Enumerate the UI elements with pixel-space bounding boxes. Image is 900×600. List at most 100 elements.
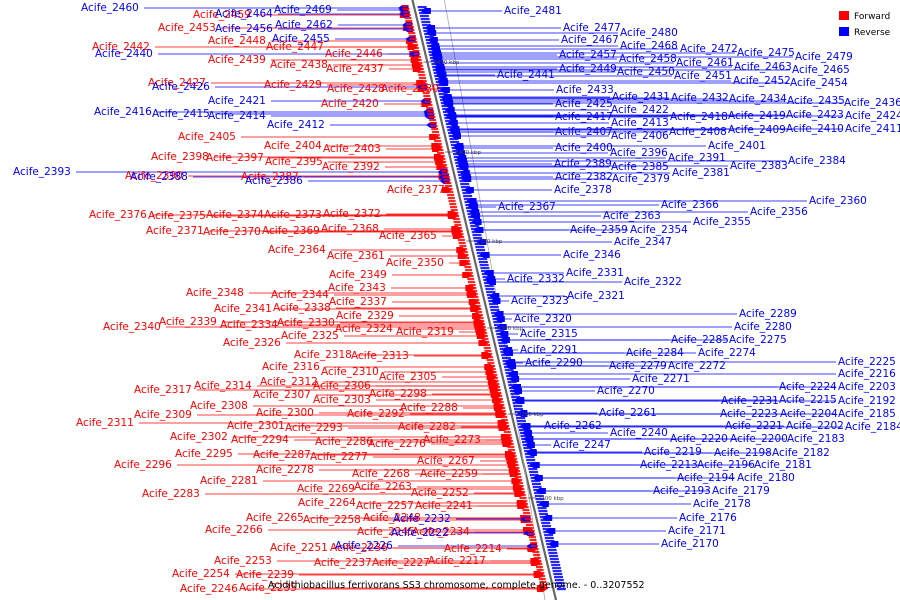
- reverse-strand-block: [421, 21, 431, 24]
- forward-gene-label: Acife_2253: [214, 555, 272, 567]
- forward-gene-label: Acife_2428: [327, 83, 385, 95]
- forward-strand-block: [479, 329, 487, 332]
- reverse-strand-block: [538, 510, 548, 513]
- reverse-strand-block: [528, 468, 538, 471]
- forward-strand-block: [456, 233, 464, 236]
- reverse-gene-label: Acife_2481: [504, 5, 562, 17]
- reverse-strand-block: [445, 123, 455, 126]
- reverse-gene-label: Acife_2469: [274, 4, 332, 16]
- reverse-strand-block: [526, 459, 536, 462]
- forward-strand-block: [422, 92, 430, 95]
- forward-strand-block: [478, 323, 486, 326]
- reverse-strand-block: [534, 495, 544, 498]
- reverse-strand-block: [447, 129, 457, 132]
- reverse-strand-block: [496, 333, 506, 336]
- forward-strand-block: [439, 161, 447, 164]
- reverse-gene-label: Acife_2391: [668, 152, 726, 164]
- reverse-strand-block: [451, 147, 461, 150]
- forward-strand-block: [515, 479, 523, 482]
- forward-strand-block: [472, 302, 480, 305]
- forward-strand-block: [477, 320, 485, 323]
- forward-gene-label: Acife_2344: [271, 289, 329, 301]
- axis-ticks: 2450 kbp 2400 kbp 2350 kbp 2300 kbp 2250 kbp…: [423, 60, 564, 502]
- reverse-gene-label: Acife_2221: [725, 420, 783, 432]
- reverse-gene-label: Acife_2240: [610, 427, 668, 439]
- reverse-strand-block: [454, 159, 464, 162]
- reverse-strand-block: [450, 144, 460, 147]
- forward-strand-block: [493, 386, 501, 389]
- reverse-strand-block: [486, 294, 496, 297]
- reverse-strand-block: [427, 48, 437, 51]
- reverse-gene-label: Acife_2432: [671, 92, 729, 104]
- forward-gene-label: Acife_2337: [329, 296, 387, 308]
- reverse-gene-label: Acife_2458: [619, 53, 677, 65]
- forward-gene-label: Acife_2368: [321, 223, 379, 235]
- reverse-strand-block: [507, 381, 517, 384]
- reverse-strand-block: [521, 438, 531, 441]
- reverse-strand-block: [436, 84, 446, 87]
- reverse-strand-block: [540, 519, 550, 522]
- forward-strand-block: [534, 560, 542, 563]
- reverse-gene-label: Acife_2274: [698, 347, 756, 359]
- reverse-gene-label: Acife_2418: [670, 111, 728, 123]
- reverse-strand-block: [457, 171, 467, 174]
- reverse-strand-block: [546, 543, 556, 546]
- reverse-gene-label: Acife_2389: [554, 158, 612, 170]
- forward-gene-label: Acife_2459: [193, 9, 251, 21]
- reverse-gene-label: Acife_2425: [555, 98, 613, 110]
- forward-strand-block: [488, 368, 496, 371]
- forward-strand-block: [419, 80, 427, 83]
- reverse-gene-label: Acife_2475: [737, 47, 795, 59]
- reverse-strand-block: [522, 444, 532, 447]
- reverse-strand-block: [531, 483, 541, 486]
- forward-strand-block: [510, 458, 518, 461]
- forward-strand-block: [508, 452, 516, 455]
- reverse-strand-block: [479, 264, 489, 267]
- forward-strand-block: [408, 35, 416, 38]
- forward-gene-label: Acife_2334: [220, 319, 278, 331]
- forward-strand-block: [525, 521, 533, 524]
- reverse-gene-label: Acife_2382: [555, 171, 613, 183]
- forward-strand-block: [520, 503, 528, 506]
- forward-strand-block: [472, 299, 480, 302]
- reverse-strand-block: [468, 216, 478, 219]
- forward-gene-label: Acife_2235: [239, 582, 297, 594]
- reverse-gene-label: Acife_2179: [712, 485, 770, 497]
- reverse-gene-label: Acife_2412: [267, 119, 325, 131]
- forward-strand-block: [517, 488, 525, 491]
- reverse-gene-label: Acife_2388: [130, 171, 188, 183]
- reverse-strand-block: [480, 267, 490, 270]
- reverse-strand-block: [459, 180, 469, 183]
- forward-gene-label: Acife_2277: [310, 451, 368, 463]
- forward-strand-block: [444, 185, 452, 188]
- reverse-strand-block: [535, 498, 545, 501]
- forward-strand-block: [499, 413, 507, 416]
- chromosome-arc-inner: [443, 0, 546, 600]
- reverse-strand-block: [437, 87, 447, 90]
- forward-strand-block: [416, 68, 424, 71]
- reverse-strand-block: [467, 213, 477, 216]
- reverse-gene-label: Acife_2406: [611, 130, 669, 142]
- reverse-strand-block: [542, 528, 552, 531]
- legend-reverse-swatch: [839, 27, 849, 36]
- reverse-strand-block: [526, 462, 536, 465]
- forward-strand-block: [540, 584, 548, 587]
- forward-strand-block: [497, 404, 505, 407]
- reverse-strand-block: [442, 108, 452, 111]
- forward-strand-block: [500, 419, 508, 422]
- forward-strand-block: [478, 326, 486, 329]
- forward-gene-label: Acife_2293: [285, 422, 343, 434]
- reverse-strand-block: [481, 273, 491, 276]
- reverse-strand-block: [545, 540, 555, 543]
- forward-strand-block: [460, 251, 468, 254]
- reverse-strand-block: [548, 552, 558, 555]
- forward-strand-block: [490, 377, 498, 380]
- reverse-gene-label: Acife_2320: [514, 313, 572, 325]
- reverse-gene-label: Acife_2411: [845, 123, 900, 135]
- reverse-strand-block: [481, 270, 491, 273]
- reverse-gene-label: Acife_2450: [617, 66, 675, 78]
- forward-strand-block: [450, 206, 458, 209]
- reverse-gene-label: Acife_2385: [611, 161, 669, 173]
- reverse-strand-block: [494, 324, 504, 327]
- reverse-strand-block: [544, 537, 554, 540]
